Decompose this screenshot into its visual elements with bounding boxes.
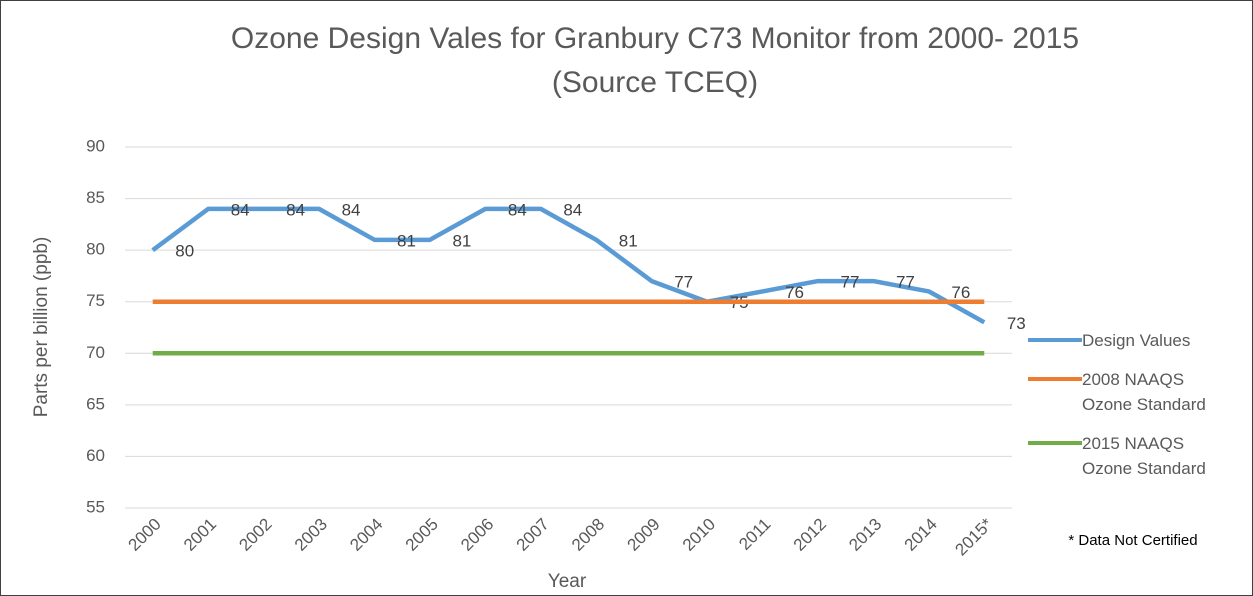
data-label: 84: [563, 200, 582, 219]
legend-swatch: [1028, 377, 1082, 381]
y-tick-label: 75: [86, 291, 105, 310]
data-label: 76: [951, 283, 970, 302]
y-tick-label: 55: [86, 497, 105, 516]
data-label: 84: [286, 200, 305, 219]
data-label: 80: [175, 242, 194, 261]
annotation: * Data Not Certified: [1068, 532, 1197, 549]
data-label: 81: [619, 231, 638, 250]
data-label: 73: [1007, 314, 1026, 333]
data-label: 84: [342, 200, 361, 219]
legend: Design Values 2008 NAAQS Ozone Standard 20…: [1028, 328, 1228, 495]
data-label: 76: [785, 283, 804, 302]
series-line: [151, 206, 986, 325]
data-label: 81: [452, 231, 471, 250]
data-label: 84: [508, 200, 527, 219]
y-tick-label: 60: [86, 446, 105, 465]
data-label: 84: [231, 200, 250, 219]
y-tick-label: 85: [86, 188, 105, 207]
x-axis-label: Year: [548, 571, 587, 592]
legend-label: Design Values: [1082, 331, 1191, 350]
legend-item: 2008 NAAQS Ozone Standard: [1028, 367, 1228, 417]
data-label: 77: [674, 273, 693, 292]
y-tick-label: 70: [86, 343, 105, 362]
legend-swatch: [1028, 338, 1082, 342]
y-tick-label: 65: [86, 394, 105, 413]
y-tick-label: 80: [86, 240, 105, 259]
legend-item: Design Values: [1028, 328, 1228, 353]
chart-title: (Source TCEQ): [552, 66, 758, 99]
chart-title: Ozone Design Vales for Granbury C73 Moni…: [231, 22, 1079, 55]
legend-swatch: [1028, 441, 1082, 445]
data-label: 77: [841, 273, 860, 292]
y-axis-label: Parts per billion (ppb): [31, 237, 52, 418]
y-tick-label: 90: [86, 136, 105, 155]
data-label: 81: [397, 231, 416, 250]
data-label: 77: [896, 273, 915, 292]
legend-item: 2015 NAAQS Ozone Standard: [1028, 431, 1228, 481]
legend-label: 2008 NAAQS Ozone Standard: [1082, 370, 1206, 414]
legend-label: 2015 NAAQS Ozone Standard: [1082, 434, 1206, 478]
